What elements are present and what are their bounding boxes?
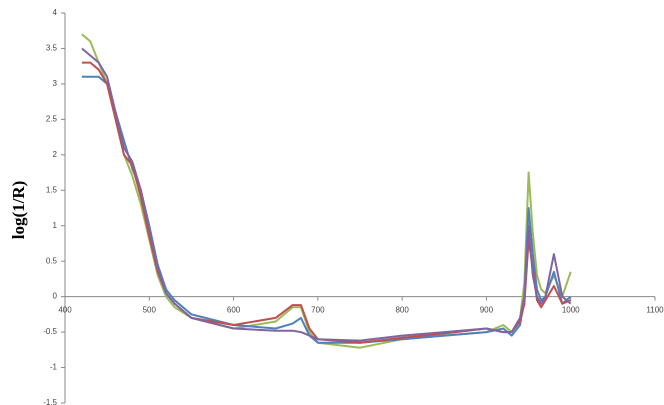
- series-line: [81, 61, 572, 344]
- y-tick-label: 1.5: [46, 185, 58, 194]
- y-tick-label: -1: [50, 363, 58, 372]
- x-tick-label: 500: [143, 306, 157, 315]
- y-axis-label: log(1/R): [9, 181, 28, 240]
- x-tick-label: 800: [395, 306, 409, 315]
- y-tick-label: 0: [53, 292, 58, 301]
- series-line: [81, 75, 572, 344]
- y-tick-label: 4: [53, 8, 58, 17]
- y-tick-label: -0.5: [43, 327, 57, 336]
- y-tick-label: -1.5: [43, 398, 57, 405]
- x-tick-label: 1100: [646, 306, 664, 315]
- y-tick-label: 3: [53, 79, 58, 88]
- y-tick-label: 2: [53, 150, 58, 159]
- y-tick-label: 2.5: [46, 114, 58, 123]
- x-tick-label: 600: [227, 306, 241, 315]
- x-tick-label: 700: [311, 306, 325, 315]
- y-tick-label: 0.5: [46, 256, 58, 265]
- y-tick-label: 3.5: [46, 44, 58, 53]
- series-line: [81, 47, 572, 342]
- y-tick-label: 1: [53, 221, 58, 230]
- x-tick-label: 400: [58, 306, 72, 315]
- series-line: [81, 33, 572, 349]
- x-tick-label: 1000: [562, 306, 580, 315]
- x-tick-label: 900: [480, 306, 494, 315]
